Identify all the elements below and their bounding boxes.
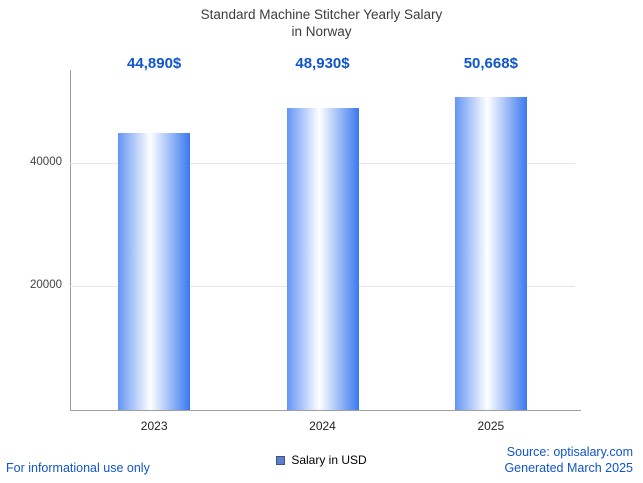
legend-swatch-icon [276,455,286,465]
chart-title-line1: Standard Machine Stitcher Yearly Salary [200,7,443,22]
legend: Salary in USD [0,453,643,467]
bar-2023[interactable] [118,132,191,410]
bar-2024[interactable] [286,107,359,410]
bar-value-label: 48,930$ [295,55,350,72]
legend-label: Salary in USD [291,453,367,467]
plot-area [70,70,575,410]
x-axis-category-label: 2024 [309,419,336,433]
chart-title-line2: in Norway [291,24,352,39]
y-axis-tick-label: 20000 [30,279,62,292]
chart-title: Standard Machine Stitcher Yearly Salary … [0,6,643,40]
source-link[interactable]: Source: optisalary.com [506,445,633,459]
generated-date: Generated March 2025 [504,461,633,475]
x-axis-category-label: 2023 [140,419,168,433]
y-axis-line [70,70,71,411]
disclaimer-text: For informational use only [6,461,150,475]
bar-value-label: 44,890$ [127,55,182,72]
y-axis-tick-label: 40000 [30,155,62,168]
bar-value-label: 50,668$ [463,55,518,72]
x-axis-line [70,410,581,411]
bar-2025[interactable] [454,96,527,410]
x-axis-category-label: 2025 [477,419,505,433]
footer-attribution: Source: optisalary.com Generated March 2… [504,444,633,476]
